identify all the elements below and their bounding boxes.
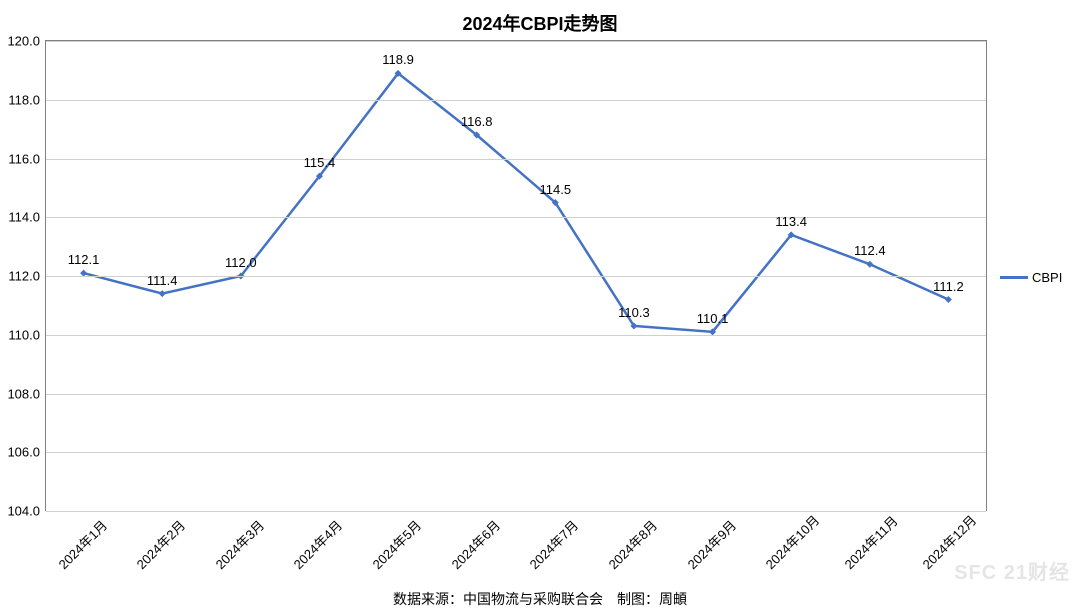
legend: CBPI	[1000, 270, 1062, 285]
data-label: 111.4	[147, 273, 178, 288]
data-label: 116.8	[461, 114, 493, 129]
data-label: 110.1	[697, 311, 729, 326]
x-axis-label: 2024年8月	[603, 517, 659, 573]
x-axis-label: 2024年7月	[525, 517, 581, 573]
y-axis-label: 112.0	[8, 269, 40, 284]
grid-line	[46, 394, 986, 395]
data-label: 111.2	[933, 279, 964, 294]
data-label: 112.1	[68, 252, 100, 267]
source-text: 数据来源：中国物流与采购联合会 制图：周頔	[0, 589, 1080, 609]
data-label: 118.9	[382, 52, 414, 67]
chart-container: 2024年CBPI走势图 104.0106.0108.0110.0112.011…	[0, 0, 1080, 615]
x-axis-label: 2024年2月	[132, 517, 188, 573]
grid-line	[46, 217, 986, 218]
watermark: SFC 21财经	[954, 556, 1070, 585]
chart-title: 2024年CBPI走势图	[0, 10, 1080, 36]
data-label: 113.4	[775, 214, 807, 229]
y-axis-label: 110.0	[8, 327, 40, 342]
grid-line	[46, 100, 986, 101]
y-axis-label: 106.0	[7, 445, 40, 460]
x-axis-label: 2024年11月	[839, 517, 895, 573]
grid-line	[46, 452, 986, 453]
grid-line	[46, 276, 986, 277]
y-axis-label: 114.0	[8, 210, 40, 225]
y-axis-label: 116.0	[8, 151, 40, 166]
y-axis-label: 120.0	[7, 34, 40, 49]
x-axis-label: 2024年4月	[289, 517, 345, 573]
x-axis-label: 2024年5月	[368, 517, 424, 573]
legend-label: CBPI	[1032, 270, 1062, 285]
data-marker	[159, 290, 166, 297]
x-axis-label: 2024年9月	[682, 517, 738, 573]
x-axis-label: 2024年1月	[53, 517, 109, 573]
data-label: 110.3	[618, 305, 650, 320]
grid-line	[46, 159, 986, 160]
series-line	[84, 73, 949, 332]
grid-line	[46, 511, 986, 512]
data-label: 115.4	[304, 155, 336, 170]
plot-area: 104.0106.0108.0110.0112.0114.0116.0118.0…	[45, 40, 987, 511]
data-label: 114.5	[540, 182, 572, 197]
data-label: 112.0	[225, 255, 257, 270]
x-axis-label: 2024年6月	[446, 517, 502, 573]
y-axis-label: 118.0	[8, 92, 40, 107]
grid-line	[46, 41, 986, 42]
legend-line	[1000, 276, 1028, 279]
x-axis-label: 2024年10月	[761, 517, 817, 573]
y-axis-label: 104.0	[7, 504, 40, 519]
y-axis-label: 108.0	[7, 386, 40, 401]
data-label: 112.4	[854, 243, 886, 258]
grid-line	[46, 335, 986, 336]
x-axis-label: 2024年3月	[210, 517, 266, 573]
